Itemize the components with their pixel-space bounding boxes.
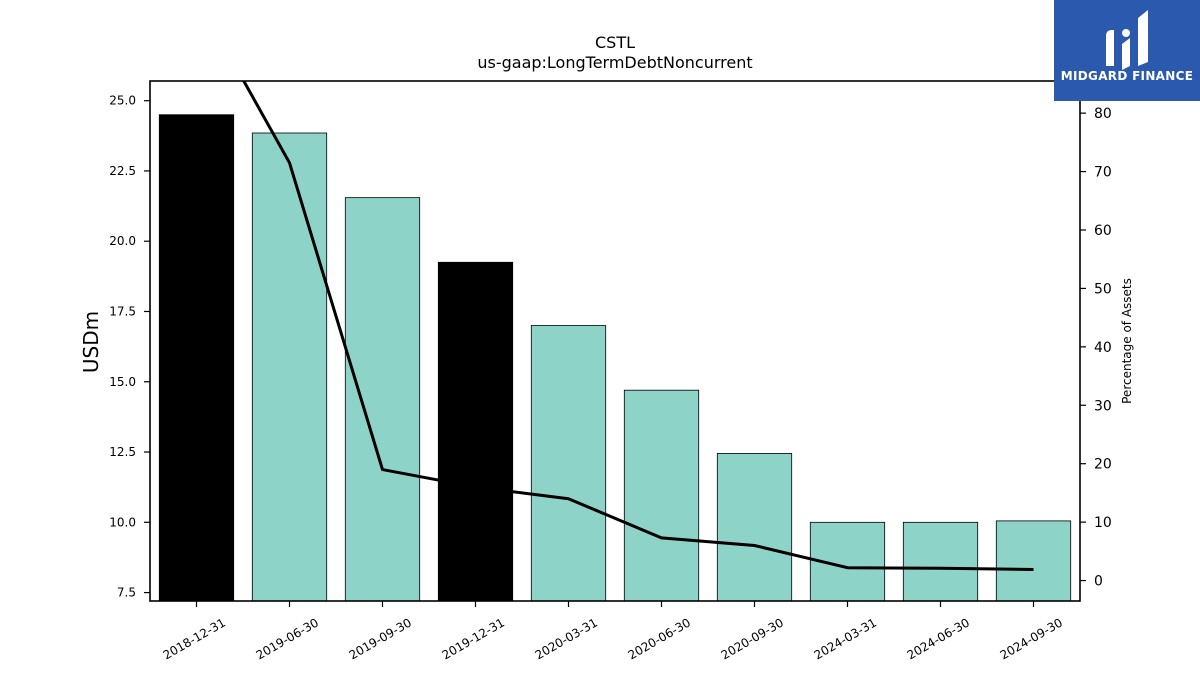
- bar-2024-06-30: [902, 521, 979, 602]
- x-tick-label: 2020-09-30: [719, 615, 786, 662]
- y-tick-label: 20.0: [109, 234, 136, 248]
- y-tick-label: 17.5: [109, 304, 136, 318]
- y2-tick-label: 20: [1094, 457, 1112, 473]
- y2-tick-label: 30: [1094, 398, 1112, 414]
- bar-2019-12-31: [437, 261, 514, 602]
- x-tick-label: 2024-09-30: [998, 615, 1065, 662]
- y2-tick-label: 40: [1094, 340, 1112, 356]
- bar-2020-09-30: [716, 453, 793, 602]
- x-tick-label: 2020-03-31: [533, 615, 600, 662]
- y-tick-label: 12.5: [109, 445, 136, 459]
- y-tick-label: 22.5: [109, 164, 136, 178]
- x-tick-label: 2019-09-30: [347, 615, 414, 662]
- y2-axis-label: Percentage of Assets: [1120, 278, 1134, 404]
- midgard-finance-logo: MIDGARD FINANCE: [1054, 0, 1200, 101]
- y-tick-label: 15.0: [109, 375, 136, 389]
- y-tick-label: 10.0: [109, 515, 136, 529]
- logo-text: MIDGARD FINANCE: [1060, 69, 1194, 83]
- x-tick-label: 2019-12-31: [440, 615, 507, 662]
- bar-2018-12-31: [158, 114, 235, 602]
- logo-mark-icon: [1106, 10, 1148, 70]
- y2-tick-label: 60: [1094, 223, 1112, 239]
- x-tick-label: 2024-03-31: [812, 615, 879, 662]
- bar-2019-06-30: [251, 132, 328, 602]
- bar-2020-03-31: [530, 325, 607, 602]
- bar-2024-09-30: [995, 520, 1072, 602]
- plot-frame: [149, 80, 1081, 602]
- x-tick-label: 2019-06-30: [254, 615, 321, 662]
- y2-tick-label: 80: [1094, 106, 1112, 122]
- bar-2019-09-30: [344, 197, 421, 602]
- y-tick-label: 7.5: [117, 586, 136, 600]
- y-tick-label: 25.0: [109, 94, 136, 108]
- line-layer: [242, 81, 1034, 571]
- chart-subtitle: us-gaap:LongTermDebtNoncurrent: [477, 53, 752, 72]
- percentage-of-assets-line: [242, 81, 1034, 571]
- x-tick-label: 2020-06-30: [626, 615, 693, 662]
- bar-2020-06-30: [623, 389, 700, 602]
- chart-title: CSTL: [595, 33, 635, 52]
- y2-tick-label: 10: [1094, 515, 1112, 531]
- bars-layer: [158, 114, 1072, 602]
- y-axis-label: USDm: [79, 311, 103, 373]
- y2-tick-label: 0: [1094, 574, 1103, 590]
- x-tick-label: 2018-12-31: [161, 615, 228, 662]
- x-tick-label: 2024-06-30: [905, 615, 972, 662]
- y2-tick-label: 50: [1094, 281, 1112, 297]
- y2-tick-label: 70: [1094, 165, 1112, 181]
